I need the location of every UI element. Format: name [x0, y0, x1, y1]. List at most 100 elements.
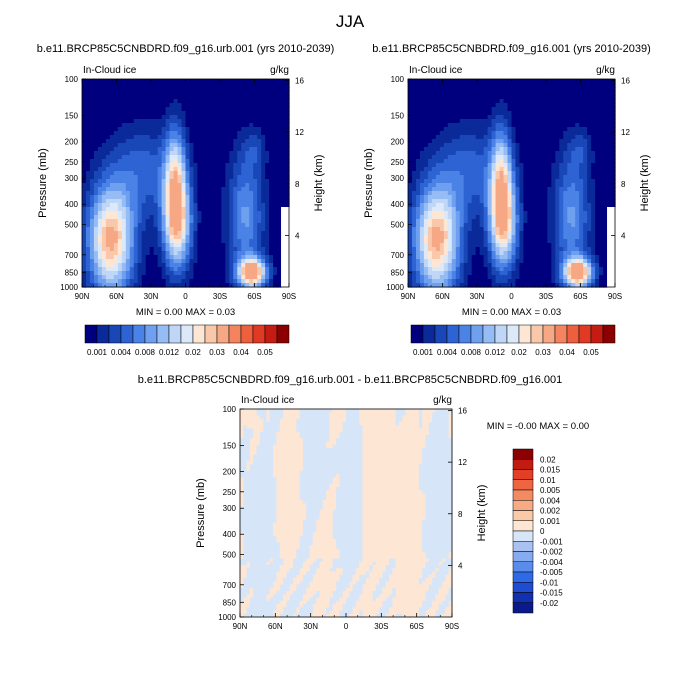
heatmap-cell	[185, 115, 191, 120]
heatmap-cell	[277, 263, 282, 268]
heatmap-cell	[153, 243, 159, 248]
heatmap-cell	[471, 155, 477, 160]
heatmap-cell	[165, 83, 171, 88]
heatmap-cell	[149, 179, 155, 184]
heatmap-cell	[443, 115, 449, 120]
heatmap-cell	[117, 271, 123, 276]
heatmap-cell	[515, 91, 521, 96]
heatmap-cell	[85, 199, 91, 204]
heatmap-cell	[233, 283, 238, 288]
heatmap-cell	[563, 99, 568, 104]
heatmap-cell	[197, 163, 203, 168]
heatmap-cell	[141, 283, 147, 288]
heatmap-cell	[133, 119, 139, 124]
heatmap-cell	[539, 219, 544, 224]
heatmap-cell	[415, 95, 421, 100]
heatmap-cell	[281, 155, 286, 160]
heatmap-cell	[117, 247, 123, 252]
heatmap-cell	[113, 123, 119, 128]
heatmap-cell	[177, 163, 183, 168]
heatmap-cell	[121, 175, 127, 180]
heatmap-cell	[435, 235, 441, 240]
heatmap-cell	[519, 131, 525, 136]
heatmap-cell	[495, 227, 501, 232]
heatmap-cell	[531, 215, 536, 220]
heatmap-cell	[173, 271, 179, 276]
heatmap-cell	[97, 79, 103, 84]
heatmap-cell	[487, 95, 493, 100]
heatmap-cell	[527, 231, 532, 236]
heatmap-cell	[189, 211, 195, 216]
heatmap-cell	[483, 123, 489, 128]
heatmap-cell	[567, 239, 572, 244]
heatmap-cell	[221, 135, 226, 140]
heatmap-cell	[611, 127, 616, 132]
heatmap-cell	[97, 127, 103, 132]
heatmap-cell	[543, 107, 548, 112]
heatmap-cell	[575, 131, 580, 136]
heatmap-cell	[265, 127, 270, 132]
heatmap-cell	[109, 215, 115, 220]
heatmap-cell	[495, 175, 501, 180]
heatmap-cell	[559, 155, 564, 160]
heatmap-cell	[197, 103, 203, 108]
heatmap-cell	[547, 207, 552, 212]
heatmap-cell	[415, 195, 421, 200]
heatmap-cell	[117, 175, 123, 180]
heatmap-cell	[455, 123, 461, 128]
heatmap-cell	[129, 83, 135, 88]
heatmap-cell	[121, 115, 127, 120]
heatmap-cell	[105, 211, 111, 216]
heatmap-cell	[277, 243, 282, 248]
heatmap-cell	[249, 271, 254, 276]
heatmap-cell	[193, 179, 199, 184]
heatmap-cell	[121, 199, 127, 204]
heatmap-cell	[105, 171, 111, 176]
heatmap-cell	[595, 139, 600, 144]
heatmap-cell	[177, 83, 183, 88]
heatmap-cell	[459, 111, 465, 116]
heatmap-cell	[253, 271, 258, 276]
heatmap-cell	[265, 211, 270, 216]
heatmap-cell	[181, 103, 187, 108]
heatmap-cell	[161, 123, 167, 128]
heatmap-cell	[607, 171, 612, 176]
heatmap-cell	[551, 131, 556, 136]
heatmap-cell	[599, 219, 604, 224]
heatmap-cell	[129, 271, 135, 276]
heatmap-cell	[165, 199, 171, 204]
heatmap-cell	[475, 203, 481, 208]
heatmap-cell	[241, 275, 246, 280]
heatmap-cell	[205, 163, 210, 168]
heatmap-cell	[101, 159, 107, 164]
heatmap-cell	[109, 267, 115, 272]
heatmap-cell	[193, 199, 199, 204]
heatmap-cell	[229, 107, 234, 112]
heatmap-cell	[121, 215, 127, 220]
heatmap-cell	[229, 183, 234, 188]
heatmap-cell	[435, 223, 441, 228]
heatmap-cell	[408, 151, 413, 156]
heatmap-cell	[185, 179, 191, 184]
heatmap-cell	[471, 131, 477, 136]
heatmap-cell	[491, 95, 497, 100]
heatmap-cell	[499, 195, 505, 200]
heatmap-cell	[85, 143, 91, 148]
heatmap-cell	[117, 267, 123, 272]
field-name-label: In-Cloud ice	[83, 65, 137, 76]
heatmap-cell	[225, 87, 230, 92]
colorbar-label: 0.02	[185, 348, 201, 357]
heatmap-cell	[157, 99, 163, 104]
heatmap-cell	[173, 91, 179, 96]
heatmap-cell	[583, 103, 588, 108]
heatmap-cell	[109, 159, 115, 164]
heatmap-cell	[229, 231, 234, 236]
heatmap-cell	[153, 215, 159, 220]
heatmap-cell	[285, 263, 290, 268]
heatmap-cell	[233, 239, 238, 244]
heatmap-cell	[157, 171, 163, 176]
heatmap-cell	[177, 259, 183, 264]
heatmap-cell	[129, 79, 135, 84]
heatmap-cell	[543, 111, 548, 116]
heatmap-cell	[173, 163, 179, 168]
